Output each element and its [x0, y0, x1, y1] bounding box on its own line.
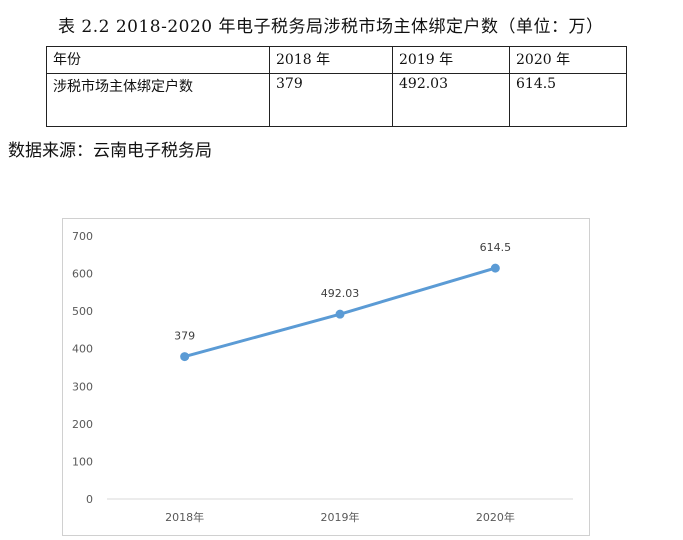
data-table: 年份 2018 年 2019 年 2020 年 涉税市场主体绑定户数 379 4…: [46, 46, 627, 127]
line-chart: 0 100 200 300 400 500 600 700 2018年 2019年 2020年 379…: [72, 230, 573, 524]
value-cell-2020: 614.5: [509, 73, 627, 127]
y-tick-label: 300: [72, 380, 93, 393]
data-point: [180, 352, 190, 362]
y-tick-label: 500: [72, 305, 93, 318]
data-label: 379: [174, 330, 195, 343]
data-source-note: 数据来源：云南电子税务局: [8, 141, 212, 161]
data-point: [490, 263, 500, 273]
y-tick-label: 200: [72, 418, 93, 431]
data-label: 492.03: [321, 287, 360, 300]
x-tick-label: 2019年: [321, 510, 360, 524]
table-caption: 表 2.2 2018-2020 年电子税务局涉税市场主体绑定户数（单位：万）: [58, 17, 604, 37]
y-tick-label: 400: [72, 343, 93, 356]
y-tick-label: 700: [72, 230, 93, 243]
table-row: 涉税市场主体绑定户数 379 492.03 614.5: [46, 73, 627, 127]
chart-frame: 0 100 200 300 400 500 600 700 2018年 2019年 2020年 379…: [62, 218, 590, 536]
table-header-row: 年份 2018 年 2019 年 2020 年: [46, 46, 627, 74]
header-cell-year: 年份: [46, 46, 270, 74]
value-cell-2018: 379: [269, 73, 393, 127]
x-tick-label: 2020年: [476, 510, 515, 524]
header-cell-2018: 2018 年: [269, 46, 393, 74]
data-label: 614.5: [480, 241, 512, 254]
x-tick-label: 2018年: [165, 510, 204, 524]
y-tick-label: 100: [72, 455, 93, 468]
header-cell-2019: 2019 年: [392, 46, 510, 74]
y-tick-label: 0: [86, 493, 93, 506]
data-point: [335, 309, 345, 319]
value-cell-2019: 492.03: [392, 73, 510, 127]
header-cell-2020: 2020 年: [509, 46, 627, 74]
y-tick-label: 600: [72, 268, 93, 281]
row-label-cell: 涉税市场主体绑定户数: [46, 73, 270, 127]
